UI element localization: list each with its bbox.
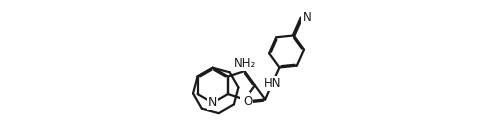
Text: N: N [208,96,217,109]
Text: HN: HN [263,77,281,90]
Text: N: N [302,11,311,24]
Text: O: O [243,95,252,108]
Text: S: S [241,93,248,106]
Text: NH₂: NH₂ [234,57,255,70]
